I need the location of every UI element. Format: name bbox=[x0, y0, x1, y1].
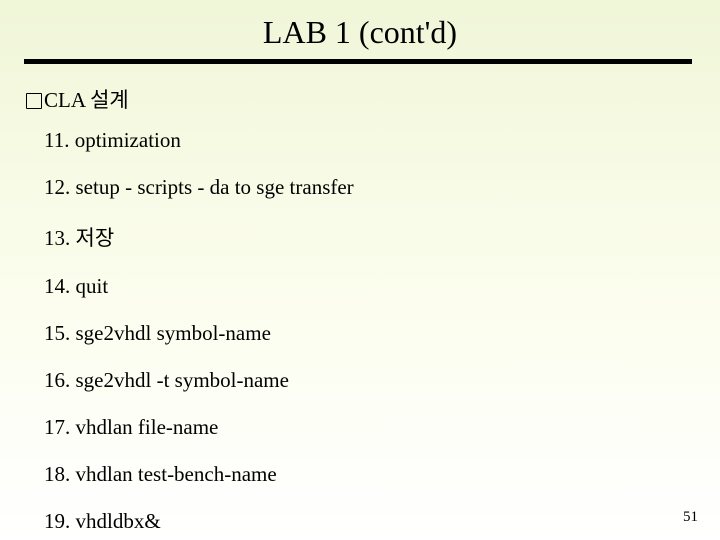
slide-content: CLA 설계 11. optimization 12. setup - scri… bbox=[0, 64, 720, 534]
page-number: 51 bbox=[683, 509, 698, 526]
list-item: 12. setup - scripts - da to sge transfer bbox=[44, 175, 720, 200]
slide-title: LAB 1 (cont'd) bbox=[0, 0, 720, 59]
list-item: 11. optimization bbox=[44, 128, 720, 153]
list-item: 17. vhdlan file-name bbox=[44, 415, 720, 440]
list-item: 18. vhdlan test-bench-name bbox=[44, 462, 720, 487]
list-item: 16. sge2vhdl -t symbol-name bbox=[44, 368, 720, 393]
list-item: 13. 저장 bbox=[44, 222, 720, 252]
list-item: 14. quit bbox=[44, 274, 720, 299]
subhead-text: CLA 설계 bbox=[44, 88, 129, 112]
slide-subhead: CLA 설계 bbox=[26, 84, 720, 114]
bullet-icon bbox=[26, 93, 42, 109]
list-item: 15. sge2vhdl symbol-name bbox=[44, 321, 720, 346]
list-item: 19. vhdldbx& bbox=[44, 509, 720, 534]
